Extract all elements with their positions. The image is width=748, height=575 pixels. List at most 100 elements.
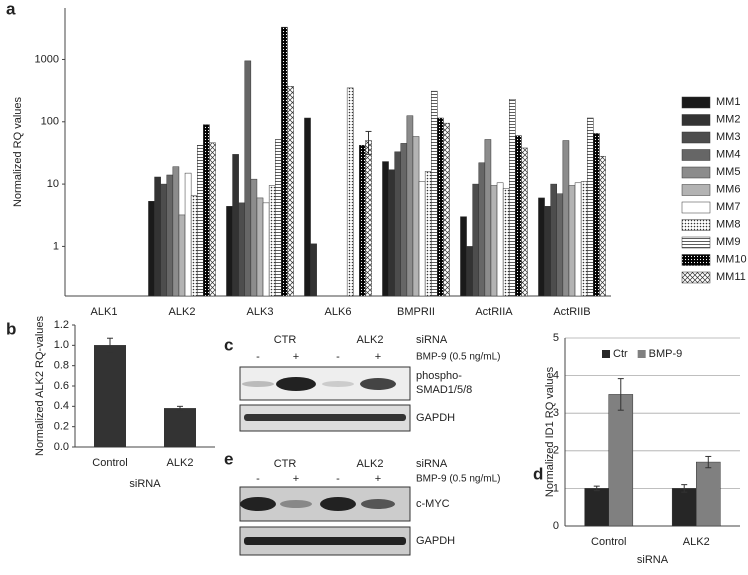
bar xyxy=(178,214,186,297)
x-tick-label: ActRIIB xyxy=(553,306,590,318)
y-tick-label: 1000 xyxy=(35,53,59,65)
bar xyxy=(382,161,389,297)
bar xyxy=(490,185,498,297)
legend-swatch xyxy=(681,114,711,126)
lane-label: - xyxy=(256,473,260,485)
bar xyxy=(268,185,276,297)
y-tick-label: 1.0 xyxy=(54,339,69,351)
x-tick-label: Control xyxy=(92,457,127,469)
bar xyxy=(310,243,317,297)
panel-letter: d xyxy=(533,464,543,483)
bar xyxy=(346,87,354,297)
y-axis-label: Normalized RQ values xyxy=(12,96,24,207)
bar xyxy=(256,197,264,297)
bar xyxy=(226,206,233,297)
bar xyxy=(406,115,414,297)
x-axis-label: siRNA xyxy=(637,554,669,566)
x-tick-label: Control xyxy=(591,536,626,548)
y-tick-label: 5 xyxy=(553,332,559,344)
legend-swatch xyxy=(681,184,711,196)
y-axis-label: Normalized ID1 RQ values xyxy=(544,366,556,497)
legend-label: MM10 xyxy=(716,253,747,265)
bar xyxy=(412,136,420,297)
bar xyxy=(443,122,450,297)
bar xyxy=(154,176,161,297)
y-tick-label: 1.2 xyxy=(54,319,69,331)
bar xyxy=(244,60,252,297)
x-tick-label: ActRIIA xyxy=(475,306,513,318)
x-tick-label: ALK6 xyxy=(325,306,352,318)
x-axis-label: siRNA xyxy=(129,478,161,490)
bar xyxy=(550,183,558,297)
legend-label: BMP-9 xyxy=(649,348,683,360)
bar xyxy=(166,174,174,297)
bar xyxy=(502,188,510,297)
legend-label: MM2 xyxy=(716,113,740,125)
bar xyxy=(478,162,486,297)
y-tick-label: 4 xyxy=(553,370,559,382)
legend-swatch xyxy=(681,236,711,249)
bar xyxy=(250,178,258,297)
legend-label: MM5 xyxy=(716,166,740,178)
lane-label: + xyxy=(375,473,381,485)
bar xyxy=(274,139,282,297)
row-label: GAPDH xyxy=(416,535,455,547)
treatment-label: BMP-9 (0.5 ng/mL) xyxy=(416,352,500,363)
group-title: siRNA xyxy=(416,334,448,346)
legend-label: Ctr xyxy=(613,348,628,360)
legend-label: MM7 xyxy=(716,201,740,213)
bar xyxy=(359,145,366,297)
bar xyxy=(584,488,609,527)
band xyxy=(280,500,312,508)
bar xyxy=(238,202,246,297)
lane-label: - xyxy=(336,351,340,363)
bar xyxy=(562,140,570,297)
legend-swatch xyxy=(602,350,610,358)
bar xyxy=(696,461,721,527)
bar xyxy=(484,139,492,297)
x-tick-label: BMPRII xyxy=(397,306,435,318)
bar xyxy=(508,98,516,297)
bar xyxy=(430,90,438,297)
bar xyxy=(599,155,606,297)
legend-swatch xyxy=(681,254,711,266)
y-tick-label: 3 xyxy=(553,407,559,419)
treatment-label: BMP-9 (0.5 ng/mL) xyxy=(416,474,500,485)
y-tick-label: 100 xyxy=(41,116,59,128)
bar xyxy=(568,185,576,297)
legend-label: MM11 xyxy=(716,271,746,283)
bar xyxy=(593,133,600,297)
band xyxy=(242,381,274,387)
y-tick-label: 0.4 xyxy=(54,400,69,412)
bar xyxy=(521,147,528,297)
bar xyxy=(148,201,155,297)
legend-label: MM3 xyxy=(716,131,740,143)
x-tick-label: ALK2 xyxy=(167,457,194,469)
bar xyxy=(424,171,432,297)
bar xyxy=(538,197,545,297)
bar xyxy=(437,117,444,297)
panel-letter: a xyxy=(6,0,16,18)
bar xyxy=(671,488,697,527)
bar xyxy=(160,183,168,297)
bar xyxy=(365,140,372,297)
bar xyxy=(418,181,426,297)
bar xyxy=(496,182,504,297)
legend-label: MM9 xyxy=(716,236,740,248)
bar xyxy=(388,169,395,297)
bar xyxy=(472,183,480,297)
panel-letter: c xyxy=(224,335,233,354)
group-title: siRNA xyxy=(416,458,448,470)
band xyxy=(240,497,276,511)
bar xyxy=(608,394,634,527)
row-label: c-MYC xyxy=(416,498,450,510)
blot-panel-c: c CTR ALK2 siRNA - + - + BMP-9 (0.5 ng/m… xyxy=(224,334,500,432)
x-tick-label: ALK2 xyxy=(683,536,710,548)
bar xyxy=(515,135,522,297)
x-tick-label: ALK2 xyxy=(169,306,196,318)
band xyxy=(244,414,406,421)
bar xyxy=(304,117,311,297)
bar xyxy=(203,124,210,297)
band xyxy=(360,378,396,390)
y-tick-label: 0.2 xyxy=(54,421,69,433)
